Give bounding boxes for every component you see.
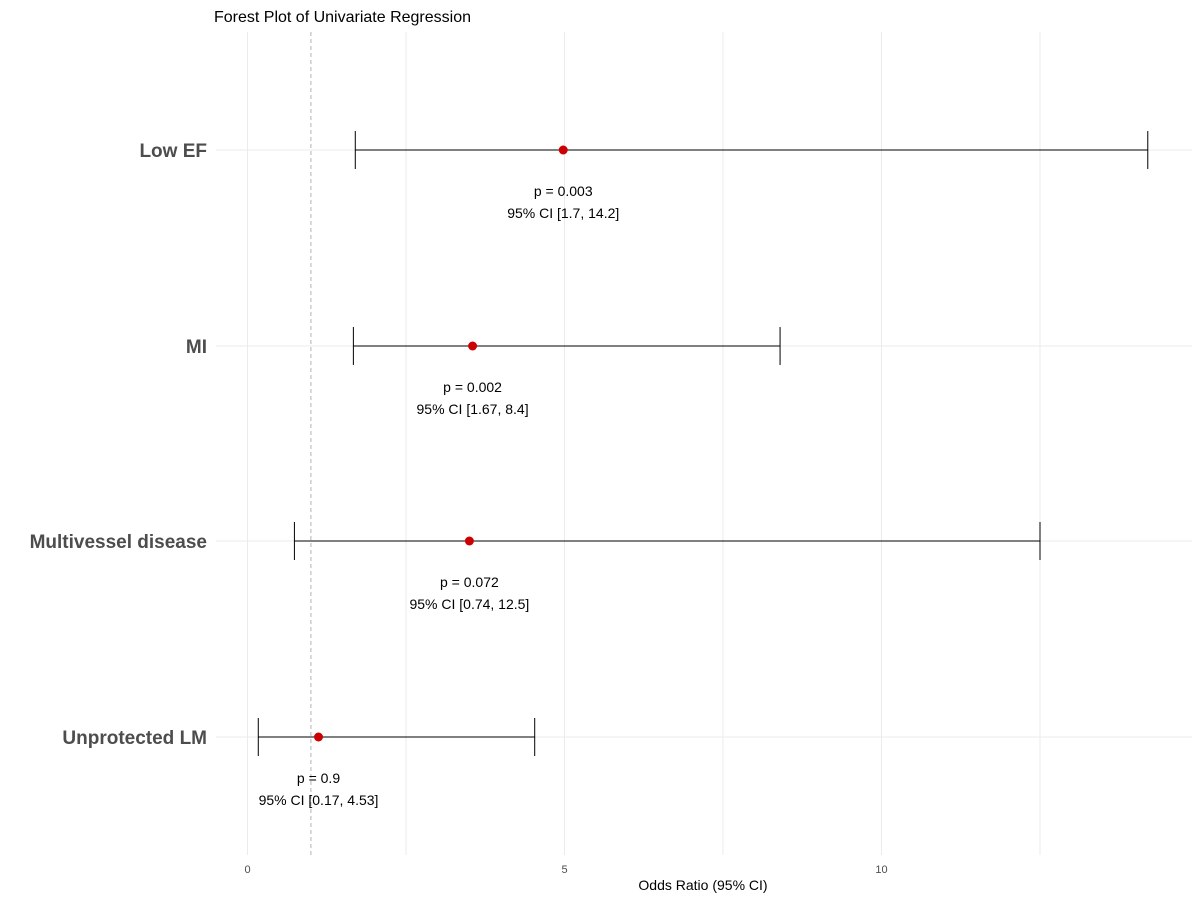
odds-ratio-point	[558, 145, 568, 155]
odds-ratio-point	[468, 341, 478, 351]
row-label: Low EF	[139, 141, 207, 162]
x-tick-label: 5	[561, 864, 567, 876]
ci-label: 95% CI [0.17, 4.53]	[259, 792, 379, 808]
odds-ratio-point	[464, 536, 474, 546]
forest-row	[354, 131, 1149, 169]
x-axis-ticks: 0 5 10	[244, 864, 887, 876]
grid-layer	[216, 32, 1192, 855]
p-value-label: p = 0.003	[534, 183, 593, 199]
x-tick-label: 10	[875, 864, 887, 876]
row-label: MI	[186, 337, 207, 358]
odds-ratio-point	[314, 732, 324, 742]
row-label: Unprotected LM	[62, 728, 207, 749]
x-tick-label: 0	[244, 864, 250, 876]
forest-row	[293, 522, 1041, 560]
forest-row	[352, 327, 781, 365]
ci-label: 95% CI [1.7, 14.2]	[507, 205, 619, 221]
marks-layer	[257, 131, 1149, 756]
ci-label: 95% CI [1.67, 8.4]	[417, 401, 529, 417]
x-axis-title: Odds Ratio (95% CI)	[638, 877, 767, 893]
annotations: p = 0.003 95% CI [1.7, 14.2] p = 0.002 95% …	[259, 183, 620, 808]
forest-row	[257, 718, 536, 756]
row-label: Multivessel disease	[30, 532, 207, 553]
p-value-label: p = 0.002	[443, 379, 502, 395]
y-axis-labels: Low EF MI Multivessel disease Unprotected L…	[30, 141, 207, 749]
p-value-label: p = 0.072	[440, 574, 499, 590]
p-value-label: p = 0.9	[297, 770, 340, 786]
chart-title: Forest Plot of Univariate Regression	[214, 9, 471, 26]
ci-label: 95% CI [0.74, 12.5]	[409, 596, 529, 612]
